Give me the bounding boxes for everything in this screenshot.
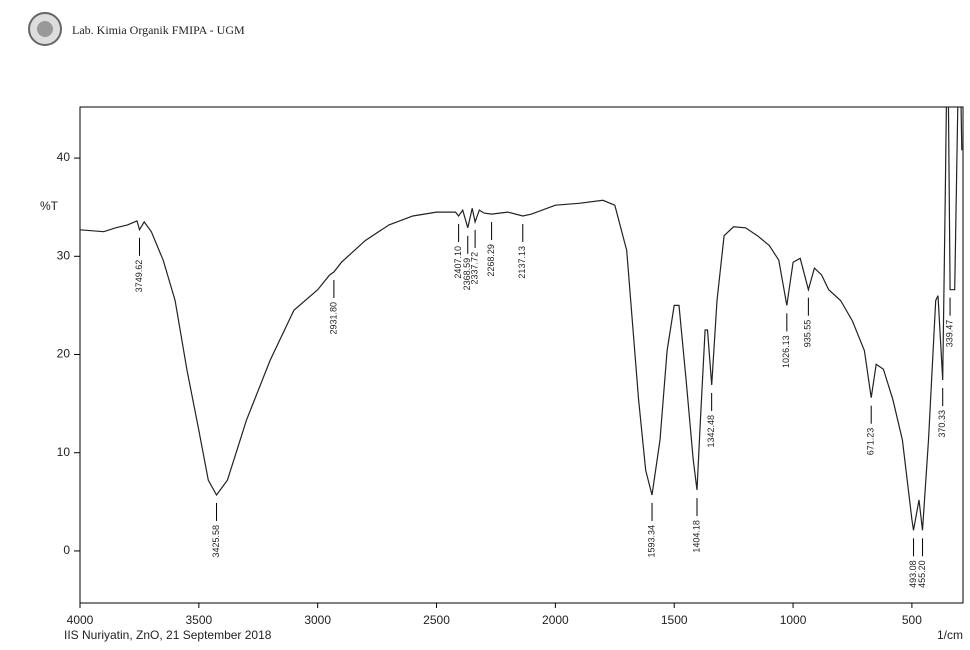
peak-label: 3749.62 <box>134 260 144 293</box>
x-tick-label: 1500 <box>661 613 688 627</box>
peak-label: 2337.72 <box>469 252 479 285</box>
logo <box>29 13 61 45</box>
x-axis-label: 1/cm <box>937 628 963 642</box>
peak-label: 2931.80 <box>328 302 338 335</box>
x-tick-label: 3000 <box>304 613 331 627</box>
peak-label: 339.47 <box>944 320 954 348</box>
peak-label: 1593.34 <box>646 525 656 558</box>
x-tick-label: 1000 <box>780 613 807 627</box>
header: Lab. Kimia Organik FMIPA - UGM <box>72 23 245 37</box>
x-tick-label: 2500 <box>423 613 450 627</box>
peak-label: 1342.48 <box>706 415 716 448</box>
x-tick-label: 2000 <box>542 613 569 627</box>
peak-label: 2268.29 <box>486 244 496 277</box>
y-tick-label: 40 <box>57 150 71 164</box>
y-tick-label: 10 <box>57 445 71 459</box>
peak-label: 671.23 <box>866 428 876 456</box>
peak-label: 455.20 <box>917 560 927 588</box>
footer: IIS Nuriyatin, ZnO, 21 September 2018 <box>64 628 272 642</box>
y-tick-label: 20 <box>57 347 71 361</box>
y-tick-label: 0 <box>63 543 70 557</box>
y-tick-label: 30 <box>57 248 71 262</box>
peak-label: 2137.13 <box>517 246 527 279</box>
y-axis-label: %T <box>40 199 59 213</box>
x-tick-label: 500 <box>902 613 922 627</box>
peak-label: 935.55 <box>803 320 813 348</box>
x-tick-label: 3500 <box>185 613 212 627</box>
peak-label: 3425.58 <box>211 525 221 558</box>
peak-label: 1026.13 <box>781 335 791 368</box>
peak-label: 370.33 <box>937 410 947 438</box>
x-tick-label: 4000 <box>67 613 94 627</box>
chart: Lab. Kimia Organik FMIPA - UGM IIS Nuriy… <box>0 0 970 650</box>
peak-label: 1404.18 <box>691 520 701 553</box>
